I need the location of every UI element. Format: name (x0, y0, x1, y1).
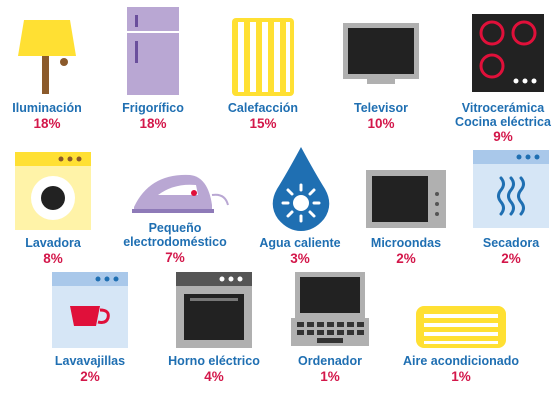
item-label: Frigorífico (122, 101, 184, 115)
item-label: Pequeño (148, 221, 202, 235)
television-icon (343, 23, 419, 84)
radiator-icon (232, 18, 294, 96)
item-percent: 9% (493, 129, 513, 144)
item-label-line2: Cocina eléctrica (455, 115, 551, 129)
item-label: Microondas (370, 236, 442, 250)
item-percent: 1% (320, 369, 340, 384)
item-label: Horno eléctrico (168, 354, 260, 368)
item-percent: 2% (501, 251, 521, 266)
laptop-icon (291, 272, 369, 346)
microwave-icon (366, 170, 446, 228)
item-label: Aire acondicionado (403, 354, 519, 368)
item-percent: 1% (451, 369, 471, 384)
air-conditioner-icon (416, 306, 506, 348)
item-percent: 18% (33, 116, 61, 131)
item-label: Lavadora (25, 236, 81, 250)
lamp-icon (18, 20, 76, 94)
item-percent: 10% (367, 116, 395, 131)
oven-icon (176, 272, 252, 348)
item-percent: 2% (396, 251, 416, 266)
iron-icon (132, 174, 229, 213)
refrigerator-icon (127, 7, 179, 95)
dryer-icon (473, 150, 549, 228)
item-label: Iluminación (12, 101, 82, 115)
cooktop-icon (472, 14, 544, 92)
item-percent: 8% (43, 251, 63, 266)
item-label: Ordenador (298, 354, 362, 368)
item-percent: 4% (204, 369, 224, 384)
item-label: Vitrocerámica (461, 101, 545, 115)
item-label: Lavavajillas (54, 354, 126, 368)
item-percent: 15% (249, 116, 277, 131)
item-percent: 3% (290, 251, 310, 266)
item-label: Secadora (482, 236, 540, 250)
washing-machine-icon (15, 152, 91, 230)
item-label: Televisor (354, 101, 408, 115)
item-percent: 18% (139, 116, 167, 131)
item-label: Agua caliente (259, 236, 341, 250)
dishwasher-icon (52, 272, 128, 348)
item-label-line2: electrodoméstico (123, 235, 227, 249)
item-percent: 7% (165, 250, 185, 265)
item-percent: 2% (80, 369, 100, 384)
hot-water-drop-icon (272, 147, 330, 231)
item-label: Calefacción (227, 101, 299, 115)
